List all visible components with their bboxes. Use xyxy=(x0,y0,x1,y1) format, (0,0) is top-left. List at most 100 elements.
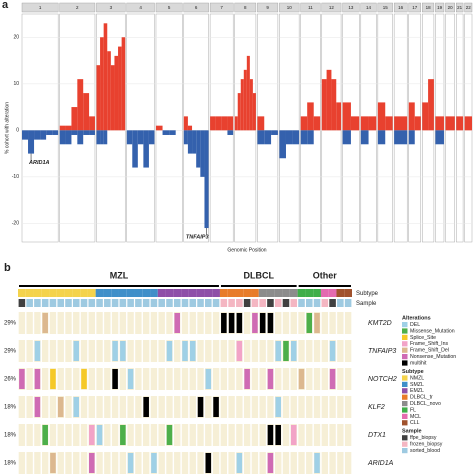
cell xyxy=(298,452,305,474)
facet-strip xyxy=(96,2,126,13)
subtype-cell xyxy=(313,289,321,297)
cell xyxy=(275,452,282,474)
gain-bar xyxy=(121,37,126,131)
group-label: MZL xyxy=(110,270,129,280)
legend-title: Sample xyxy=(402,429,422,435)
cell xyxy=(189,452,196,474)
cell xyxy=(80,424,88,446)
cell xyxy=(73,312,80,334)
alteration xyxy=(298,369,305,389)
alteration xyxy=(19,369,25,389)
alteration xyxy=(120,341,126,361)
sample-cell xyxy=(189,299,197,307)
legend-swatch xyxy=(402,381,408,387)
alteration xyxy=(306,313,313,333)
cell xyxy=(174,452,181,474)
cell xyxy=(290,396,297,418)
cell xyxy=(65,340,72,362)
facet-strip xyxy=(279,2,300,13)
cell xyxy=(174,340,181,362)
cell xyxy=(251,452,259,474)
loss-bar xyxy=(196,130,201,168)
cell xyxy=(337,312,344,334)
subtype-cell xyxy=(25,289,34,297)
cell xyxy=(111,312,119,334)
facet-strip xyxy=(377,2,393,13)
gain-bar xyxy=(313,116,321,131)
annotation-row-label: Sample xyxy=(356,301,377,307)
alteration xyxy=(275,397,281,417)
cell xyxy=(228,340,235,362)
panel-label: b xyxy=(4,262,11,274)
cell xyxy=(243,340,251,362)
annotation: TNFAIP3 xyxy=(186,234,209,240)
gain-bar xyxy=(377,102,386,131)
alteration xyxy=(34,341,41,361)
subtype-cell xyxy=(111,289,119,297)
facet-label: 5 xyxy=(168,5,171,10)
sample-cell xyxy=(41,299,49,307)
cell xyxy=(282,452,290,474)
subtype-cell xyxy=(219,289,228,297)
cell xyxy=(135,368,142,390)
legend-label: SMZL xyxy=(410,382,424,388)
subtype-cell xyxy=(126,289,135,297)
legend-label: DEL xyxy=(410,322,420,328)
subtype-cell xyxy=(328,289,337,297)
cell xyxy=(344,424,352,446)
facet-label: 17 xyxy=(412,5,418,10)
gain-bar xyxy=(65,125,72,131)
loss-bar xyxy=(183,130,188,145)
sample-cell xyxy=(329,299,336,307)
cell xyxy=(181,368,189,390)
facet-strip xyxy=(360,2,377,13)
cell xyxy=(298,340,305,362)
cell xyxy=(329,312,336,334)
cell xyxy=(329,424,336,446)
cell xyxy=(135,452,142,474)
gain-bar xyxy=(114,55,119,131)
alteration xyxy=(314,313,320,333)
cell xyxy=(344,340,352,362)
cell xyxy=(321,368,328,390)
alteration xyxy=(89,453,95,473)
cell xyxy=(243,396,251,418)
facet-label: 15 xyxy=(383,5,389,10)
cell xyxy=(212,340,220,362)
gain-bar xyxy=(71,107,78,131)
alteration xyxy=(290,425,297,445)
cell xyxy=(142,368,150,390)
loss-bar xyxy=(59,130,66,145)
alteration xyxy=(221,313,227,333)
cell xyxy=(189,396,196,418)
alteration xyxy=(42,313,48,333)
cell xyxy=(236,424,243,446)
cell xyxy=(306,424,313,446)
alteration xyxy=(329,341,336,361)
alteration xyxy=(166,341,173,361)
cell xyxy=(212,312,220,334)
legend-swatch xyxy=(402,347,408,353)
cell xyxy=(321,396,328,418)
cell xyxy=(158,312,165,334)
sample-cell xyxy=(111,299,119,307)
subtype-cell xyxy=(103,289,112,297)
gain-bar xyxy=(456,116,464,131)
subtype-cell xyxy=(196,289,205,297)
cell xyxy=(18,340,26,362)
sample-cell xyxy=(313,299,321,307)
legend-label: Missense_Mutation xyxy=(410,328,455,334)
loss-bar xyxy=(257,130,265,145)
cell xyxy=(42,340,49,362)
cell xyxy=(158,396,165,418)
cell xyxy=(220,368,228,390)
cell xyxy=(313,340,321,362)
gain-bar xyxy=(257,116,265,131)
cell xyxy=(127,424,134,446)
cell xyxy=(127,396,134,418)
cell xyxy=(135,340,142,362)
legend-swatch xyxy=(402,448,408,454)
cell xyxy=(80,452,88,474)
sample-cell xyxy=(298,299,305,307)
cell xyxy=(174,368,181,390)
